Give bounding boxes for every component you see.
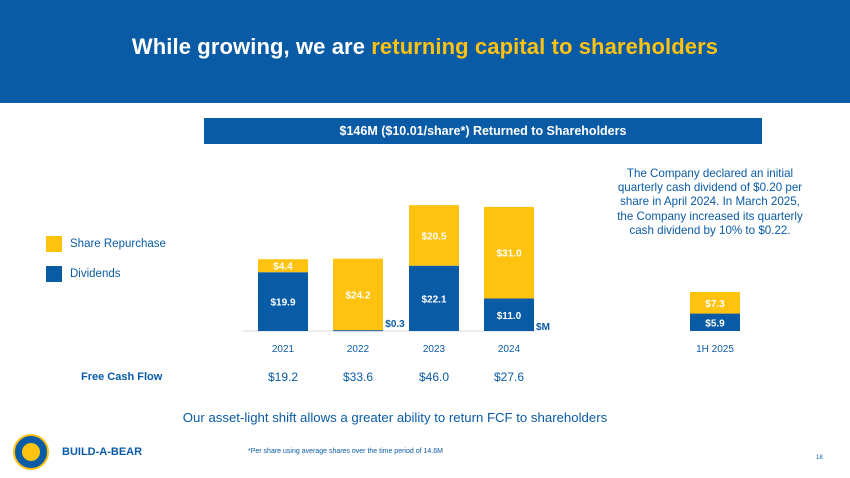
bar-label-share-repurchase-2022: $24.2 bbox=[345, 290, 370, 301]
bar-label-share-repurchase-2021: $4.4 bbox=[273, 262, 293, 273]
bar-dividends-1h-2025 bbox=[690, 313, 740, 331]
bar-label-dividends-2021: $19.9 bbox=[270, 298, 295, 309]
subline-text: Our asset-light shift allows a greater a… bbox=[182, 410, 608, 425]
bar-label-share-repurchase-2024: $31.0 bbox=[496, 249, 521, 260]
header-bar: While growing, we are returning capital … bbox=[0, 0, 850, 103]
bar-dividends-2023 bbox=[409, 265, 459, 331]
x-tick-label-2022: 2022 bbox=[347, 344, 370, 355]
legend-label-share-repurchase: Share Repurchase bbox=[70, 238, 166, 250]
bar-label-dividends-2023: $22.1 bbox=[421, 294, 446, 305]
legend-share-repurchase: Share Repurchase bbox=[46, 236, 166, 252]
legend-swatch-share-repurchase bbox=[46, 236, 62, 252]
fcf-value-2023: $46.0 bbox=[418, 370, 450, 384]
bar-dividends-2022 bbox=[333, 330, 383, 332]
bar-label-share-repurchase-1h-2025: $7.3 bbox=[705, 299, 725, 310]
summary-banner: $146M ($10.01/share*) Returned to Shareh… bbox=[204, 118, 762, 144]
bar-label-dividends-1h-2025: $5.9 bbox=[705, 318, 725, 329]
bar-dividends-2021 bbox=[258, 272, 308, 331]
legend-label-dividends: Dividends bbox=[70, 268, 121, 280]
legend-swatch-dividends bbox=[46, 266, 62, 282]
footnote: *Per share using average shares over the… bbox=[248, 448, 443, 455]
title-prefix: While growing, we are bbox=[131, 34, 372, 59]
page-title: While growing, we are returning capital … bbox=[0, 34, 850, 60]
bar-label-share-repurchase-2023: $20.5 bbox=[421, 231, 446, 242]
bar-dividends-2024 bbox=[484, 298, 534, 331]
bar-share-repurchase-1h-2025 bbox=[690, 292, 740, 314]
brand-name: BUILD-A-BEAR bbox=[62, 446, 143, 458]
bear-logo bbox=[13, 434, 49, 470]
bar-share-repurchase-2022 bbox=[333, 258, 383, 331]
x-tick-label-1h-2025: 1H 2025 bbox=[696, 344, 734, 355]
bear-face-icon bbox=[22, 443, 40, 461]
x-tick-label-2021: 2021 bbox=[272, 344, 295, 355]
fcf-value-2022: $33.6 bbox=[342, 370, 374, 384]
fcf-value-2024: $27.6 bbox=[493, 370, 525, 384]
x-tick-label-2023: 2023 bbox=[423, 344, 446, 355]
bar-label-dividends-2022: $0.3 bbox=[385, 319, 405, 330]
x-tick-label-2024: 2024 bbox=[498, 344, 521, 355]
bar-share-repurchase-2024 bbox=[484, 206, 534, 299]
legend-dividends: Dividends bbox=[46, 266, 121, 282]
fcf-value-2021: $19.2 bbox=[267, 370, 299, 384]
bar-share-repurchase-2023 bbox=[409, 205, 459, 266]
fcf-label: Free Cash Flow bbox=[81, 371, 163, 383]
bar-label-dividends-2024: $11.0 bbox=[497, 311, 522, 322]
unit-label: $M bbox=[536, 322, 550, 333]
title-highlight: returning capital to shareholders bbox=[371, 34, 719, 59]
bar-share-repurchase-2021 bbox=[258, 259, 308, 273]
page-number: 18 bbox=[816, 455, 823, 461]
dividend-note: The Company declared an initial quarterl… bbox=[617, 167, 803, 237]
